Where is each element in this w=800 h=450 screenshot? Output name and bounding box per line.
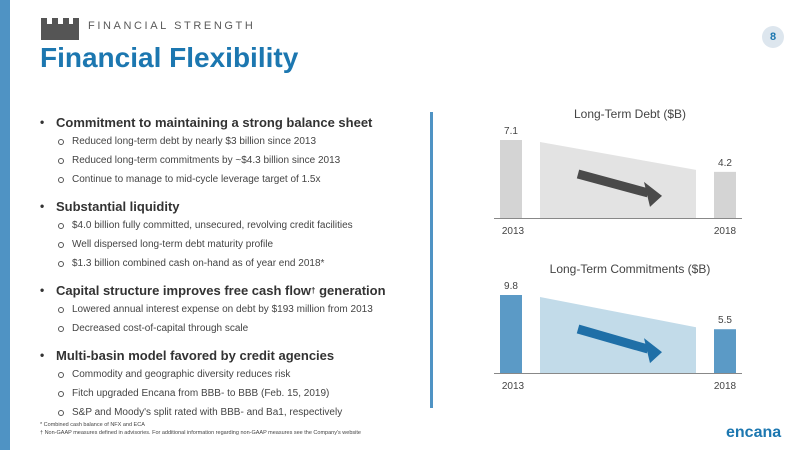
bullet-subitem: Fitch upgraded Encana from BBB- to BBB (… bbox=[40, 384, 420, 403]
bullet-heading: • Capital structure improves free cash fl… bbox=[40, 280, 420, 300]
bullet-subitem: Continue to manage to mid-cycle leverage… bbox=[40, 170, 420, 189]
bullet-subitem-text: Well dispersed long-term debt maturity p… bbox=[72, 239, 274, 250]
circle-bullet-icon bbox=[58, 403, 72, 422]
trend-band bbox=[540, 142, 696, 218]
circle-bullet-icon bbox=[58, 170, 72, 189]
bullet-section: • Multi-basin model favored by credit age… bbox=[40, 345, 420, 422]
footnote-cash: * Combined cash balance of NFX and ECA bbox=[40, 422, 145, 428]
bullet-dot-icon: • bbox=[40, 199, 45, 213]
bullet-subitem-text: Lowered annual interest expense on debt … bbox=[72, 304, 373, 315]
bullet-subitem: Decreased cost-of-capital through scale bbox=[40, 319, 420, 338]
data-label-2013: 7.1 bbox=[504, 126, 518, 137]
tick-label-2018: 2018 bbox=[714, 381, 737, 392]
bullet-subitem: Well dispersed long-term debt maturity p… bbox=[40, 235, 420, 254]
bullet-subitem: Lowered annual interest expense on debt … bbox=[40, 300, 420, 319]
bullet-section: • Capital structure improves free cash fl… bbox=[40, 280, 420, 338]
bullet-heading: • Multi-basin model favored by credit age… bbox=[40, 345, 420, 365]
bullet-dot-icon: • bbox=[40, 348, 45, 362]
trend-arrow-icon bbox=[576, 324, 650, 354]
bullet-section: • Commitment to maintaining a strong bala… bbox=[40, 112, 420, 189]
trend-arrowhead-icon bbox=[644, 181, 662, 207]
data-label-2018: 4.2 bbox=[718, 158, 732, 169]
bullet-heading: • Commitment to maintaining a strong bala… bbox=[40, 112, 420, 132]
bullet-subitem-text: $4.0 billion fully committed, unsecured,… bbox=[72, 220, 353, 231]
bullet-heading: • Substantial liquidity bbox=[40, 196, 420, 216]
circle-bullet-icon bbox=[58, 235, 72, 254]
data-label-2018: 5.5 bbox=[718, 315, 732, 326]
bullet-subitem-text: S&P and Moody's split rated with BBB- an… bbox=[72, 407, 343, 418]
bullet-list: • Commitment to maintaining a strong bala… bbox=[40, 112, 420, 429]
bullet-subitem: Reduced long-term commitments by ~$4.3 b… bbox=[40, 151, 420, 170]
bullet-subitem-text: Decreased cost-of-capital through scale bbox=[72, 323, 249, 334]
bullet-subitem-text: Continue to manage to mid-cycle leverage… bbox=[72, 174, 321, 185]
page-title: Financial Flexibility bbox=[40, 42, 299, 73]
bullet-heading-text: Substantial liquidity bbox=[56, 198, 180, 214]
bar-2018 bbox=[714, 329, 736, 373]
data-label-2013: 9.8 bbox=[504, 281, 518, 292]
bullet-heading-tail: generation bbox=[315, 282, 386, 298]
page-number-badge: 8 bbox=[762, 26, 784, 48]
circle-bullet-icon bbox=[58, 319, 72, 338]
debt-chart: Long-Term Debt ($B) 7.1 4.2 2013 2018 bbox=[494, 107, 742, 237]
circle-bullet-icon bbox=[58, 254, 72, 273]
tick-label-2018: 2018 bbox=[714, 226, 737, 237]
section-eyebrow: FINANCIAL STRENGTH bbox=[88, 20, 256, 32]
bar-2013 bbox=[500, 140, 522, 218]
tick-label-2013: 2013 bbox=[502, 226, 525, 237]
chart-title: Long-Term Debt ($B) bbox=[574, 107, 686, 121]
bullet-subitem-text: $1.3 billion combined cash on-hand as of… bbox=[72, 258, 325, 269]
bullet-heading-text: Capital structure improves free cash flo… bbox=[56, 282, 312, 298]
bullet-dot-icon: • bbox=[40, 115, 45, 129]
circle-bullet-icon bbox=[58, 365, 72, 384]
bullet-subitem-text: Commodity and geographic diversity reduc… bbox=[72, 369, 291, 380]
trend-arrowhead-icon bbox=[644, 338, 662, 364]
bullet-subitem-text: Reduced long-term commitments by ~$4.3 b… bbox=[72, 155, 341, 166]
bullet-subitem: $1.3 billion combined cash on-hand as of… bbox=[40, 254, 420, 273]
bullet-subitem: Commodity and geographic diversity reduc… bbox=[40, 365, 420, 384]
circle-bullet-icon bbox=[58, 300, 72, 319]
trend-arrow-icon bbox=[576, 169, 650, 198]
footnote-non-gaap: † Non-GAAP measures defined in advisorie… bbox=[40, 430, 361, 436]
encana-logo: encana bbox=[726, 424, 782, 441]
left-accent-bar bbox=[0, 0, 10, 450]
bullet-subitem: S&P and Moody's split rated with BBB- an… bbox=[40, 403, 420, 422]
building-logo-icon bbox=[41, 18, 79, 40]
commitments-chart: Long-Term Commitments ($B) 9.8 5.5 2013 2018 bbox=[494, 262, 742, 392]
dagger-mark: † bbox=[311, 285, 316, 295]
bullet-subitem-text: Fitch upgraded Encana from BBB- to BBB (… bbox=[72, 388, 330, 399]
bullet-heading-text: Commitment to maintaining a strong balan… bbox=[56, 114, 373, 130]
chart-title: Long-Term Commitments ($B) bbox=[550, 262, 711, 276]
bar-2013 bbox=[500, 295, 522, 373]
circle-bullet-icon bbox=[58, 151, 72, 170]
bullet-section: • Substantial liquidity $4.0 billion full… bbox=[40, 196, 420, 273]
footnotes: * Combined cash balance of NFX and ECA †… bbox=[40, 421, 361, 437]
bullet-subitem-text: Reduced long-term debt by nearly $3 bill… bbox=[72, 136, 317, 147]
trend-band bbox=[540, 297, 696, 373]
bullet-heading-text: Multi-basin model favored by credit agen… bbox=[56, 347, 335, 363]
bullet-subitem: $4.0 billion fully committed, unsecured,… bbox=[40, 216, 420, 235]
column-divider bbox=[430, 112, 433, 408]
circle-bullet-icon bbox=[58, 216, 72, 235]
bullet-dot-icon: • bbox=[40, 283, 45, 297]
circle-bullet-icon bbox=[58, 132, 72, 151]
bar-2018 bbox=[714, 171, 736, 218]
bullet-subitem: Reduced long-term debt by nearly $3 bill… bbox=[40, 132, 420, 151]
circle-bullet-icon bbox=[58, 384, 72, 403]
tick-label-2013: 2013 bbox=[502, 381, 525, 392]
